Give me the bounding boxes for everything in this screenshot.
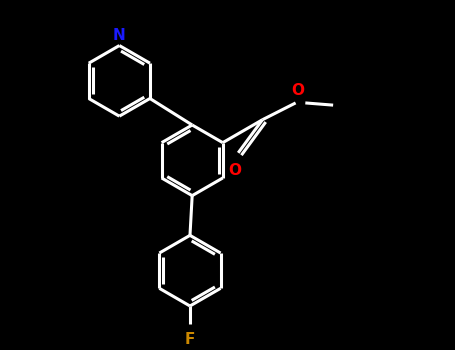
Text: O: O [228,162,241,177]
Text: N: N [113,28,126,43]
Text: O: O [291,83,304,98]
Text: F: F [185,331,195,346]
